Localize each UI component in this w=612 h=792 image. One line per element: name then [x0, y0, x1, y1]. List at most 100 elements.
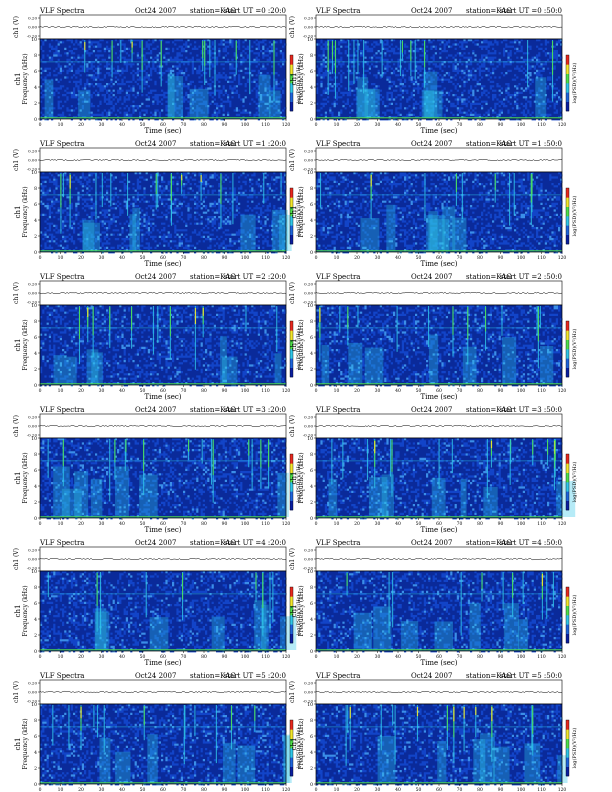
spectrogram-burst [96, 705, 99, 738]
y-tick-label: 6 [310, 601, 313, 607]
x-tick-label: 110 [261, 255, 270, 261]
x-tick-label: 100 [517, 255, 526, 261]
spectrogram-patch [400, 621, 419, 650]
x-tick-label: 90 [498, 388, 504, 394]
frequency-axis-label: Frequency (kHz) [22, 319, 29, 370]
spectrogram-patch [469, 602, 481, 650]
spectrogram-burst-core [69, 174, 71, 204]
spectrogram-patch [280, 616, 297, 650]
x-tick-label: 20 [354, 388, 360, 394]
x-tick-label: 60 [160, 654, 166, 660]
y-tick-label: 2 [310, 500, 313, 506]
spectrogram-patch [483, 486, 498, 517]
x-tick-label: 50 [140, 255, 146, 261]
x-tick-label: 20 [78, 255, 84, 261]
x-tick-label: 100 [517, 388, 526, 394]
strip-tick-label: 0.20 [304, 16, 313, 21]
spectrogram-patch [129, 214, 136, 251]
spectrogram-patch [189, 88, 209, 118]
strip-tick-label: -0.20 [27, 300, 38, 305]
x-axis-label: Time (sec) [144, 393, 181, 401]
colorbar-label: log(PSD)(V²/Hz) [571, 63, 578, 104]
spectrogram-burst-core [424, 41, 426, 68]
x-tick-label: 90 [498, 255, 504, 261]
spectrogram-burst [263, 173, 265, 204]
spectrogram-patch [211, 616, 225, 650]
x-tick-label: 80 [201, 255, 207, 261]
spectrogram-patch [149, 617, 169, 650]
colorbar-segment [290, 605, 293, 616]
strip-tick-label: 0.00 [304, 291, 313, 296]
x-tick-label: 90 [498, 521, 504, 527]
spectrogram-burst-core [188, 440, 190, 452]
x-tick-label: 110 [537, 521, 546, 527]
colorbar-segment [290, 766, 293, 777]
x-axis-label: Time (sec) [420, 393, 457, 401]
spectrogram-burst [276, 306, 278, 352]
spectrogram-patch [437, 740, 447, 783]
spectrogram-patch [524, 743, 541, 783]
spectrogram-burst-core [220, 174, 222, 205]
colorbar-segment [290, 624, 293, 634]
colorbar-segment [290, 83, 293, 93]
x-tick-label: 20 [354, 787, 360, 792]
spectrogram-burst-core [255, 573, 257, 590]
colorbar-segment [290, 472, 293, 483]
y-tick-label: 2 [310, 633, 313, 639]
y-tick-label: 8 [34, 718, 37, 724]
x-axis-label: Time (sec) [420, 127, 457, 135]
colorbar-segment [290, 748, 293, 758]
waveform-trace [315, 557, 563, 561]
colorbar-segment [566, 596, 569, 606]
colorbar-segment [290, 73, 293, 84]
y-tick-label: 6 [34, 335, 37, 341]
strip-tick-label: -0.20 [27, 433, 38, 438]
y-tick-label: 6 [310, 69, 313, 75]
spectrogram-burst [157, 173, 159, 208]
panel-date: Oct24 2007 [411, 672, 452, 680]
colorbar-frame [565, 453, 570, 511]
spectrogram-patch [328, 479, 338, 517]
x-tick-label: 70 [181, 787, 187, 792]
x-tick-label: 120 [282, 521, 291, 527]
spectrogram-patch [44, 79, 54, 118]
channel-axis-label: ch1 [290, 339, 298, 352]
spectrogram-patch [518, 619, 529, 650]
colorbar-segment [566, 55, 569, 65]
spectrogram-patch [557, 755, 568, 783]
panel-station: station=KAG [190, 140, 236, 148]
spectrogram-burst [380, 705, 382, 751]
panel-station: station=KAG [466, 672, 512, 680]
panel-heading: VLF Spectra [39, 406, 84, 414]
colorbar-label: log(PSD)(V²/Hz) [295, 196, 302, 237]
strip-tick-label: 0.20 [28, 681, 37, 686]
spectrogram-burst [62, 173, 64, 198]
strip-tick-label: -0.20 [27, 167, 38, 172]
spectrogram-burst [320, 173, 322, 208]
spectrogram-patch [78, 90, 91, 118]
colorbar-segment [290, 330, 293, 340]
spectrogram-noise [40, 305, 287, 387]
spectrogram-burst-peak [416, 707, 419, 717]
x-tick-label: 0 [39, 521, 42, 527]
y-tick-label: 0 [310, 250, 313, 256]
y-tick-label: 6 [34, 202, 37, 208]
y-tick-label: 2 [34, 234, 37, 240]
waveform-trace [315, 25, 563, 29]
spectrogram-patch [556, 481, 576, 517]
waveform-trace [39, 557, 287, 561]
x-tick-label: 40 [395, 255, 401, 261]
channel-axis-label: ch1 [290, 738, 298, 751]
spectrogram-burst-peak [490, 441, 493, 449]
spectrogram-patch [277, 472, 289, 517]
strip-tick-label: 0.20 [304, 282, 313, 287]
panel-start-ut: start UT =5 :20:0 [224, 672, 286, 680]
spectrogram-burst-peak [84, 42, 86, 51]
x-tick-label: 70 [181, 654, 187, 660]
colorbar-segment [566, 330, 569, 340]
x-tick-label: 40 [395, 654, 401, 660]
colorbar-segment [566, 757, 569, 767]
x-tick-label: 10 [334, 255, 340, 261]
strip-tick-label: -0.20 [303, 699, 314, 704]
